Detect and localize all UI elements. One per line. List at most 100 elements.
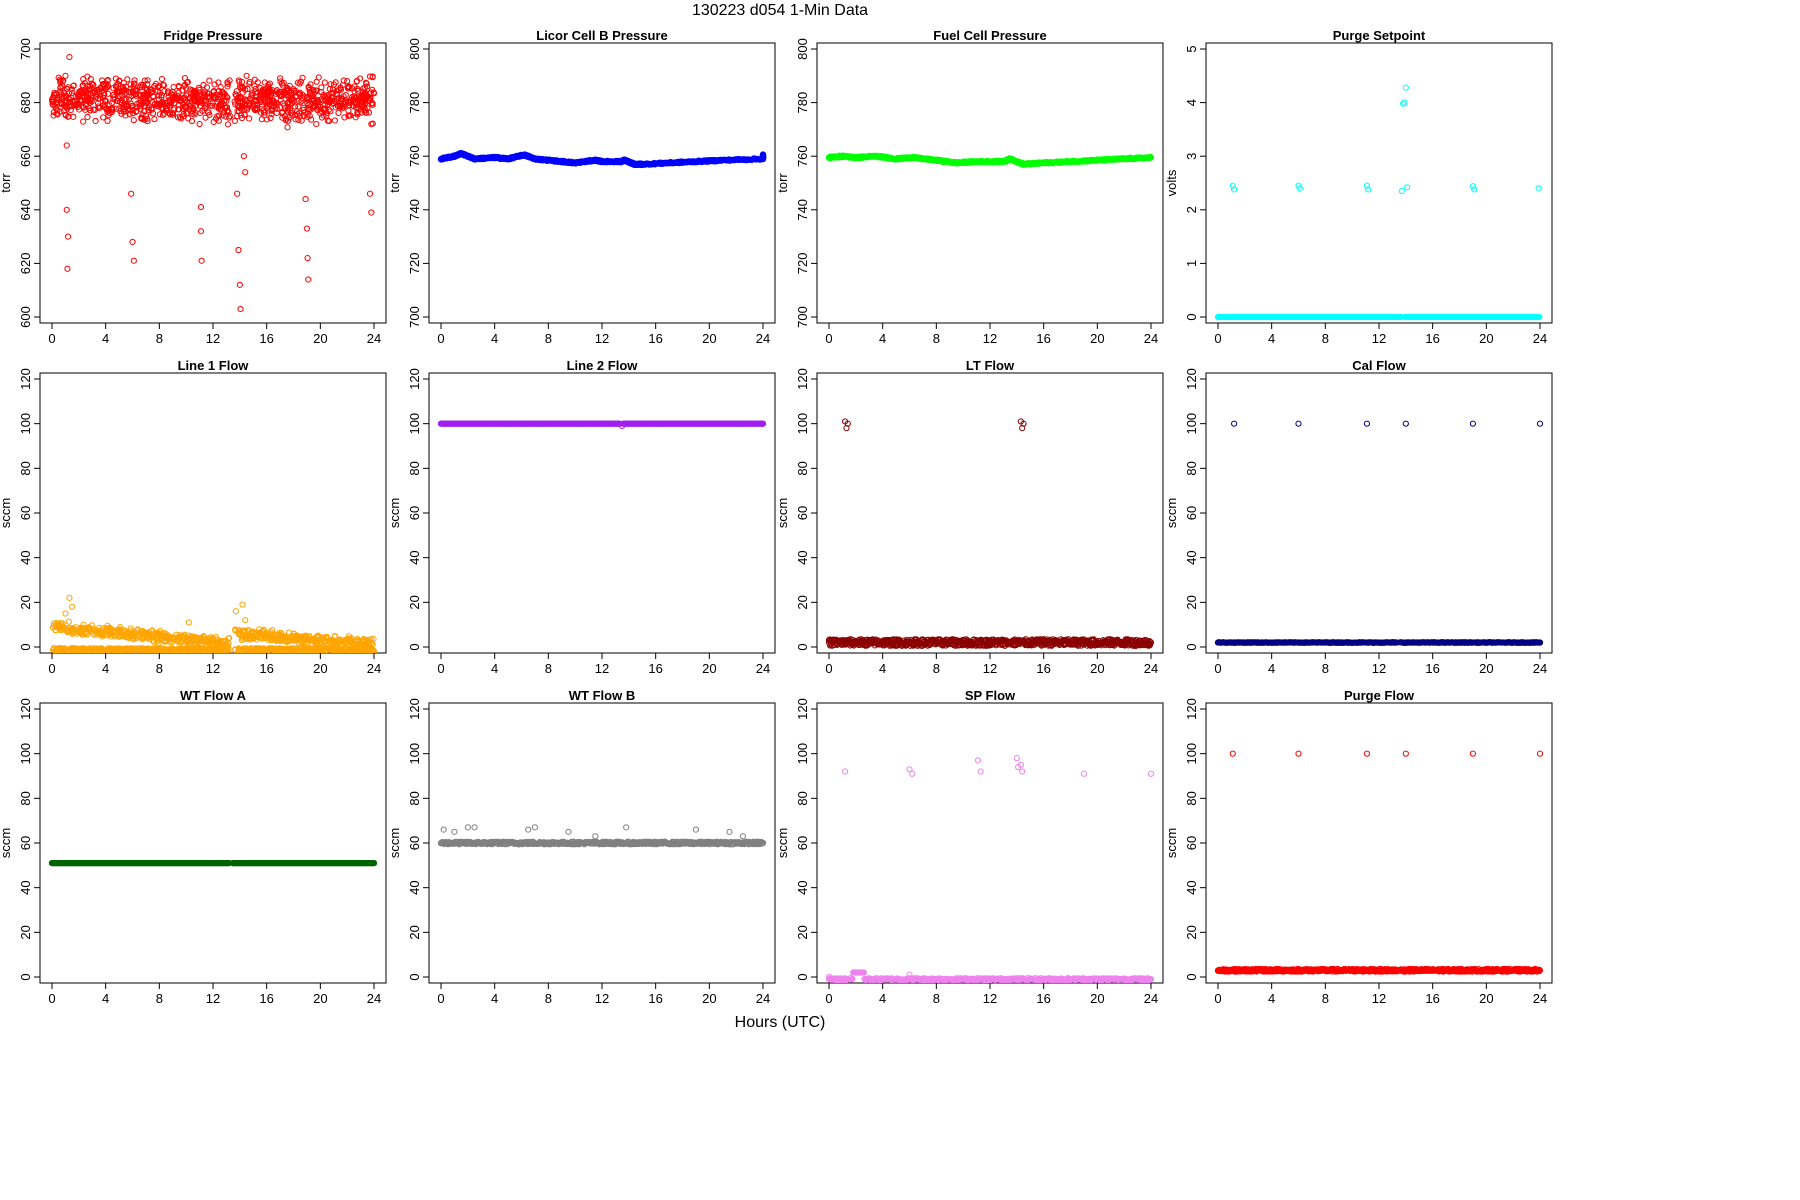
data-points bbox=[1214, 84, 1543, 321]
figure-title: 130223 d054 1-Min Data bbox=[691, 2, 869, 19]
baseline-point bbox=[178, 639, 185, 646]
baseline-point bbox=[361, 90, 368, 97]
data-point bbox=[235, 246, 242, 254]
baseline-point bbox=[191, 90, 198, 97]
baseline-point bbox=[160, 82, 168, 89]
data-point bbox=[692, 158, 700, 165]
data-point bbox=[909, 154, 916, 161]
baseline-point bbox=[192, 109, 199, 117]
baseline-point bbox=[53, 90, 60, 97]
baseline-point bbox=[64, 105, 71, 112]
data-point bbox=[451, 153, 458, 160]
baseline-point bbox=[232, 627, 239, 634]
baseline-point bbox=[365, 640, 373, 647]
panel-title: Line 2 Flow bbox=[567, 358, 639, 373]
baseline-point bbox=[192, 102, 200, 109]
baseline-point bbox=[105, 112, 112, 119]
baseline-point bbox=[73, 628, 80, 635]
baseline-point bbox=[305, 83, 312, 90]
baseline-point bbox=[101, 83, 109, 90]
y-axis-label: volts bbox=[1164, 169, 1179, 196]
baseline-point bbox=[175, 84, 183, 91]
baseline-point bbox=[203, 638, 210, 645]
data-point bbox=[69, 603, 76, 610]
baseline-point bbox=[194, 635, 201, 642]
data-point bbox=[368, 120, 375, 128]
x-axis: 0 4 8 12 16 20 24 bbox=[825, 323, 1158, 346]
baseline-point bbox=[162, 634, 170, 641]
baseline-point bbox=[108, 106, 116, 113]
baseline-point bbox=[52, 103, 59, 110]
baseline-point bbox=[235, 104, 242, 111]
y-tick-label: 680 bbox=[18, 92, 33, 114]
y-tick-label: 760 bbox=[795, 145, 810, 167]
baseline-point bbox=[177, 115, 185, 122]
data-point bbox=[665, 159, 673, 166]
y-tick-label: 5 bbox=[1184, 45, 1199, 52]
baseline-point bbox=[260, 646, 267, 653]
baseline-point bbox=[139, 645, 146, 653]
data-point bbox=[330, 637, 337, 644]
data-point bbox=[437, 155, 445, 162]
baseline-point bbox=[273, 88, 280, 95]
baseline-point bbox=[78, 96, 85, 103]
baseline-point bbox=[90, 81, 97, 88]
baseline-point bbox=[150, 93, 157, 100]
y-tick-label: 740 bbox=[407, 199, 422, 221]
data-point bbox=[185, 619, 192, 626]
baseline-point bbox=[195, 84, 202, 91]
baseline-point bbox=[111, 629, 118, 636]
data-point bbox=[1067, 158, 1074, 165]
baseline-point bbox=[347, 112, 354, 119]
baseline-point bbox=[119, 630, 126, 637]
baseline-point bbox=[210, 646, 217, 653]
baseline-point bbox=[111, 646, 118, 653]
baseline-point bbox=[284, 100, 291, 107]
baseline-point bbox=[298, 97, 305, 104]
baseline-point bbox=[270, 97, 277, 104]
baseline-point bbox=[299, 74, 306, 81]
baseline-point bbox=[281, 105, 289, 112]
baseline-point bbox=[360, 646, 367, 653]
plot-frame bbox=[1205, 42, 1553, 324]
baseline-point bbox=[245, 628, 252, 635]
y-tick-label: 640 bbox=[18, 199, 33, 221]
baseline-point bbox=[200, 97, 207, 104]
y-tick-label: 80 bbox=[18, 461, 33, 475]
x-tick-label: 12 bbox=[983, 331, 997, 346]
y-tick-label: 3 bbox=[1184, 153, 1199, 160]
x-tick-label: 4 bbox=[102, 661, 109, 676]
baseline-point bbox=[224, 94, 231, 101]
baseline-point bbox=[284, 637, 291, 645]
baseline-point bbox=[169, 638, 176, 645]
baseline-point bbox=[233, 88, 240, 95]
baseline-point bbox=[224, 83, 231, 90]
baseline-point bbox=[204, 646, 211, 653]
data-point bbox=[370, 648, 378, 653]
y-tick-label: 100 bbox=[18, 413, 33, 435]
baseline-point bbox=[124, 107, 131, 114]
baseline-point bbox=[73, 100, 80, 107]
baseline-point bbox=[260, 631, 267, 638]
baseline-point bbox=[235, 77, 242, 84]
y-tick-label: 60 bbox=[18, 506, 33, 520]
baseline-point bbox=[131, 80, 138, 88]
baseline-point bbox=[237, 627, 244, 634]
baseline-point bbox=[156, 629, 163, 636]
baseline-point bbox=[318, 635, 326, 642]
data-point bbox=[95, 104, 103, 112]
x-tick-label: 16 bbox=[1425, 331, 1439, 346]
baseline-point bbox=[205, 109, 212, 116]
data-point bbox=[1000, 158, 1007, 165]
baseline-point bbox=[354, 85, 361, 93]
baseline-point bbox=[362, 91, 369, 98]
baseline-point bbox=[227, 113, 234, 120]
data-point bbox=[1231, 186, 1238, 193]
baseline-point bbox=[79, 645, 86, 652]
x-tick-label: 12 bbox=[595, 661, 609, 676]
baseline-point bbox=[128, 645, 136, 652]
baseline-point bbox=[354, 641, 361, 648]
data-points bbox=[825, 152, 1155, 168]
baseline-point bbox=[104, 117, 111, 124]
